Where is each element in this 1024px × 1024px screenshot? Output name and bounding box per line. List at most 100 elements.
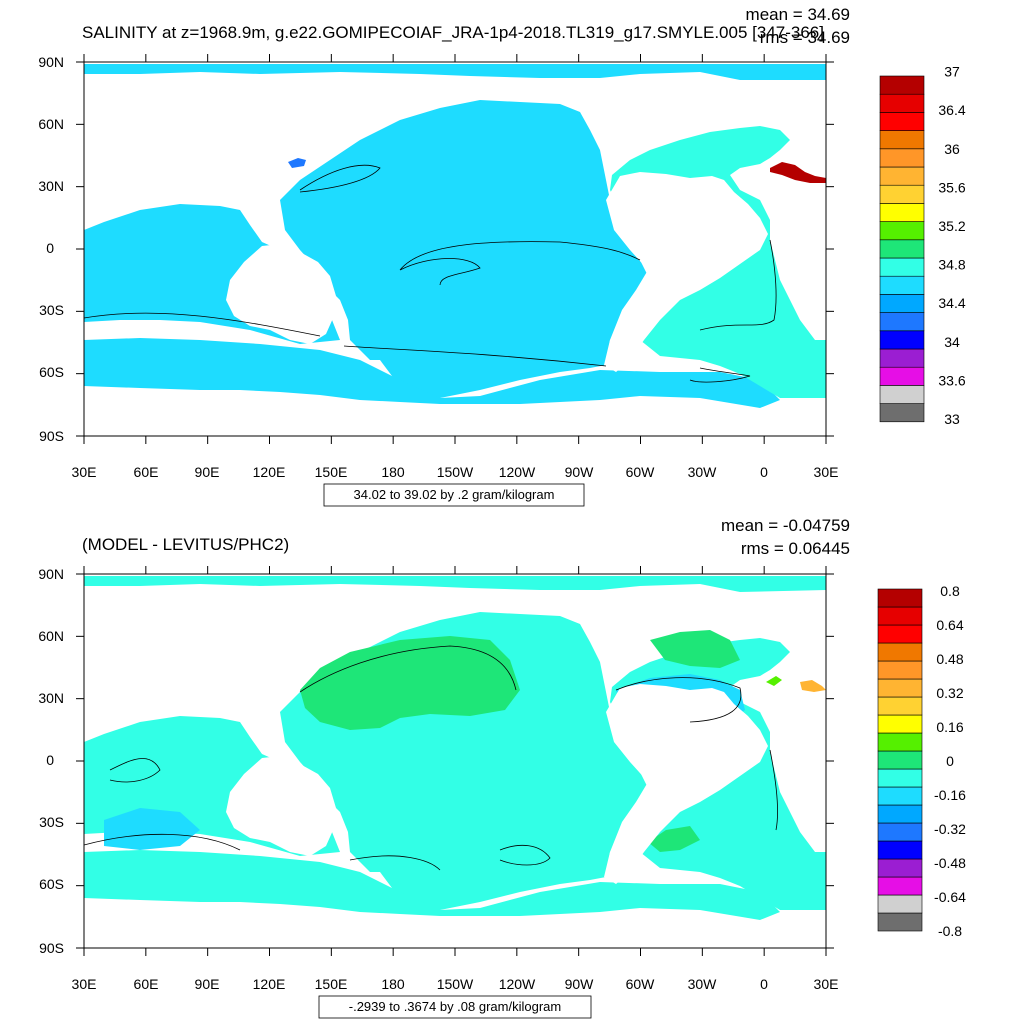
y-tick-label: 60N <box>38 116 64 132</box>
colorbar-swatch <box>879 275 925 295</box>
africa-land-2 <box>84 592 286 738</box>
colorbar-swatch <box>877 768 923 788</box>
colorbar-swatch <box>879 366 925 386</box>
info-label-1: 34.02 to 39.02 by .2 gram/kilogram <box>354 487 555 502</box>
colorbar-swatch <box>877 750 923 770</box>
x-tick-label: 30W <box>688 976 718 992</box>
colorbar-swatch <box>879 166 925 186</box>
x-tick-label: 90E <box>195 976 220 992</box>
y-tick-label: 0 <box>46 752 54 768</box>
colorbar-2: -0.8 -0.64 -0.48 -0.32 -0.16 0 0.16 0.32 0.48 0.6… <box>877 583 966 939</box>
y-tick-label: 60N <box>38 628 64 644</box>
colorbar-swatch <box>877 588 923 608</box>
colorbar-label: 0.48 <box>936 651 963 667</box>
map-area-2 <box>83 573 827 949</box>
y-tick-label: 30N <box>38 690 64 706</box>
panel-1-rms: rms = 34.69 <box>760 28 850 47</box>
colorbar-label: -0.48 <box>934 855 966 871</box>
colorbar-label: -0.8 <box>938 923 962 939</box>
y-tick-label: 30S <box>39 814 64 830</box>
colorbar-label: 34.8 <box>938 257 965 273</box>
colorbar-swatch <box>879 221 925 241</box>
panel-salinity: SALINITY at z=1968.9m, g.e22.GOMIPECOIAF… <box>38 5 966 507</box>
y-tick-label: 90S <box>39 940 64 956</box>
colorbar-swatch <box>879 330 925 350</box>
panel-2-rms: rms = 0.06445 <box>741 539 850 558</box>
x-axis-1: 30E 60E 90E 120E 150E 180 150W 120W 90W … <box>72 464 839 480</box>
x-tick-label: 30E <box>72 976 97 992</box>
southern-ocean-2 <box>84 850 780 920</box>
y-tick-label: 90N <box>38 54 64 70</box>
colorbar-swatch <box>877 858 923 878</box>
ocean-field <box>84 64 826 80</box>
americas-land-2 <box>604 684 768 884</box>
colorbar-label: 37 <box>944 64 960 80</box>
japan-sea <box>288 158 306 168</box>
colorbar-swatch <box>879 403 925 423</box>
med-sea <box>770 162 826 183</box>
colorbar-label: -0.64 <box>934 889 966 905</box>
colorbar-label: 35.6 <box>938 179 965 195</box>
australia-land-2 <box>226 756 336 856</box>
colorbar-swatch <box>879 312 925 332</box>
colorbar-swatch <box>879 348 925 368</box>
y-tick-label: 90N <box>38 566 64 582</box>
colorbar-label: 33 <box>944 411 960 427</box>
colorbar-swatch <box>877 696 923 716</box>
colorbar-swatch <box>877 804 923 824</box>
colorbar-swatch <box>877 822 923 842</box>
colorbar-label: 36 <box>944 141 960 157</box>
info-box-1 <box>323 483 585 507</box>
x-tick-label: 120E <box>253 976 286 992</box>
x-tick-label: 90E <box>195 464 220 480</box>
colorbar-swatch <box>877 624 923 644</box>
colorbar-label: -0.16 <box>934 787 966 803</box>
colorbar-label: 0.64 <box>936 617 963 633</box>
y-tick-label: 0 <box>46 240 54 256</box>
med-orange <box>800 680 826 692</box>
x-tick-label: 60W <box>626 464 656 480</box>
x-tick-label: 150W <box>437 976 474 992</box>
colorbar-swatch <box>879 294 925 313</box>
arctic-ocean-2 <box>84 576 826 592</box>
contour-lines-1 <box>83 164 777 383</box>
x-tick-label: 90W <box>565 976 595 992</box>
colorbar-swatch <box>877 660 923 680</box>
colorbar-swatch <box>879 239 925 259</box>
x-tick-label: 180 <box>381 464 405 480</box>
panel-2-title: (MODEL - LEVITUS/PHC2) <box>82 535 289 554</box>
x-tick-label: 150W <box>437 464 474 480</box>
x-tick-label: 120W <box>499 976 536 992</box>
x-tick-label: 0 <box>760 976 768 992</box>
x-tick-label: 120E <box>253 464 286 480</box>
x-tick-label: 150E <box>315 464 348 480</box>
x-axis-2: 30E 60E 90E 120E 150E 180 150W 120W 90W … <box>72 976 839 992</box>
x-tick-label: 180 <box>381 976 405 992</box>
southern-ocean <box>84 338 780 408</box>
colorbar-1: 33 33.6 34 34.4 34.8 35.2 35.6 36 36.4 37 <box>879 64 966 427</box>
colorbar-swatch <box>879 184 925 204</box>
colorbar-swatch <box>879 203 925 222</box>
x-tick-label: 150E <box>315 976 348 992</box>
colorbar-swatch <box>877 714 923 734</box>
colorbar-swatch <box>877 894 923 914</box>
panel-2-mean: mean = -0.04759 <box>721 516 850 535</box>
colorbar-label: 36.4 <box>938 102 965 118</box>
tick-marks-2 <box>76 566 834 956</box>
x-tick-label: 60W <box>626 976 656 992</box>
colorbar-label: 35.2 <box>938 218 965 234</box>
info-label-2: -.2939 to .3674 by .08 gram/kilogram <box>349 999 561 1014</box>
colorbar-swatch <box>879 93 925 113</box>
x-tick-label: 30E <box>72 464 97 480</box>
y-axis-1: 90N 60N 30N 0 30S 60S 90S <box>38 54 64 444</box>
x-tick-label: 0 <box>760 464 768 480</box>
y-tick-label: 30N <box>38 178 64 194</box>
hudson-green <box>650 630 740 668</box>
y-tick-label: 60S <box>39 364 64 380</box>
colorbar-swatch <box>877 678 923 698</box>
y-tick-label: 60S <box>39 876 64 892</box>
colorbar-label: 0.32 <box>936 685 963 701</box>
x-tick-label: 30E <box>814 976 839 992</box>
x-tick-label: 30W <box>688 464 718 480</box>
panel-difference: (MODEL - LEVITUS/PHC2) mean = -0.04759 r… <box>38 516 966 1019</box>
